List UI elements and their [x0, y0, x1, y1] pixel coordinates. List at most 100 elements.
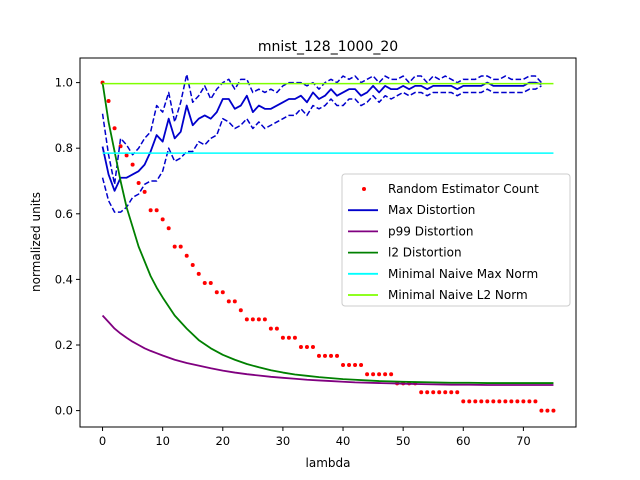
- point-random-estimator-count-40: [341, 363, 346, 368]
- point-random-estimator-count-35: [310, 344, 315, 349]
- point-random-estimator-count-16: [196, 271, 201, 276]
- point-random-estimator-count-62: [473, 399, 478, 404]
- point-random-estimator-count-17: [202, 281, 207, 286]
- legend-label-random-estimator-count: Random Estimator Count: [388, 182, 539, 196]
- legend-entries: Random Estimator Count Max Distortion p99 …: [348, 182, 539, 302]
- point-random-estimator-count-54: [425, 390, 430, 395]
- point-random-estimator-count-14: [184, 253, 189, 258]
- point-random-estimator-count-46: [377, 372, 382, 377]
- x-tick-label-6: 60: [456, 434, 471, 448]
- point-random-estimator-count-2: [112, 126, 117, 131]
- point-random-estimator-count-65: [491, 399, 496, 404]
- point-random-estimator-count-75: [551, 408, 556, 413]
- point-random-estimator-count-61: [467, 399, 472, 404]
- point-random-estimator-count-29: [274, 326, 279, 331]
- x-tick-label-3: 30: [276, 434, 291, 448]
- point-random-estimator-count-15: [190, 262, 195, 267]
- point-random-estimator-count-24: [244, 317, 249, 322]
- point-random-estimator-count-9: [154, 208, 159, 213]
- plot-series: [100, 73, 556, 413]
- point-random-estimator-count-30: [280, 335, 285, 340]
- legend-label-minimal-naive-l2-norm: Minimal Naive L2 Norm: [388, 288, 528, 302]
- point-random-estimator-count-72: [533, 399, 538, 404]
- point-random-estimator-count-32: [292, 335, 297, 340]
- x-tick-label-1: 10: [155, 434, 170, 448]
- point-random-estimator-count-25: [250, 317, 255, 322]
- point-random-estimator-count-42: [353, 363, 358, 368]
- legend-label-l2-distortion: l2 Distortion: [388, 246, 462, 260]
- point-random-estimator-count-20: [220, 290, 225, 295]
- point-random-estimator-count-10: [160, 217, 165, 222]
- point-random-estimator-count-31: [286, 335, 291, 340]
- point-random-estimator-count-11: [166, 226, 171, 231]
- legend-marker-random-estimator-count: [362, 187, 366, 191]
- point-random-estimator-count-7: [142, 189, 147, 194]
- x-tick-label-4: 40: [336, 434, 351, 448]
- series-line-p99-distortion: [101, 314, 554, 386]
- y-axis-label: normalized units: [29, 192, 43, 292]
- x-tick-label-5: 50: [396, 434, 411, 448]
- legend-label-minimal-naive-max-norm: Minimal Naive Max Norm: [388, 267, 538, 281]
- y-tick-label-5: 1.0: [55, 76, 73, 90]
- point-random-estimator-count-60: [461, 399, 466, 404]
- point-random-estimator-count-66: [497, 399, 502, 404]
- y-tick-label-1: 0.2: [55, 338, 73, 352]
- point-random-estimator-count-33: [298, 344, 303, 349]
- point-random-estimator-count-1: [106, 98, 111, 103]
- point-random-estimator-count-38: [329, 353, 334, 358]
- point-random-estimator-count-34: [304, 344, 309, 349]
- y-ticks: 0.0 0.2 0.4 0.6 0.8 1.0: [55, 76, 80, 418]
- y-tick-label-0: 0.0: [55, 404, 73, 418]
- point-random-estimator-count-58: [449, 390, 454, 395]
- point-random-estimator-count-67: [503, 399, 508, 404]
- point-random-estimator-count-63: [479, 399, 484, 404]
- point-random-estimator-count-69: [515, 399, 520, 404]
- point-random-estimator-count-23: [238, 308, 243, 313]
- series-line-max-distortion: [101, 81, 542, 192]
- point-random-estimator-count-59: [455, 390, 460, 395]
- point-random-estimator-count-44: [365, 372, 370, 377]
- x-tick-label-2: 20: [215, 434, 230, 448]
- point-random-estimator-count-28: [268, 326, 273, 331]
- point-random-estimator-count-70: [521, 399, 526, 404]
- point-random-estimator-count-37: [322, 353, 327, 358]
- point-random-estimator-count-13: [178, 244, 183, 249]
- point-random-estimator-count-22: [232, 299, 237, 304]
- point-random-estimator-count-73: [539, 408, 544, 413]
- x-axis-label: lambda: [306, 456, 351, 470]
- point-random-estimator-count-74: [545, 408, 550, 413]
- point-random-estimator-count-21: [226, 299, 231, 304]
- point-random-estimator-count-27: [262, 317, 267, 322]
- x-tick-label-0: 0: [99, 434, 106, 448]
- plot-frame: [79, 57, 577, 428]
- legend-label-p99-distortion: p99 Distortion: [388, 224, 474, 238]
- y-tick-label-2: 0.4: [55, 272, 73, 286]
- y-tick-label-3: 0.6: [55, 207, 73, 221]
- point-random-estimator-count-55: [431, 390, 436, 395]
- series-line-l2-distortion: [101, 82, 554, 384]
- point-random-estimator-count-56: [437, 390, 442, 395]
- point-random-estimator-count-4: [124, 153, 129, 158]
- point-random-estimator-count-18: [208, 281, 213, 286]
- point-random-estimator-count-39: [335, 353, 340, 358]
- point-random-estimator-count-68: [509, 399, 514, 404]
- legend: Random Estimator Count Max Distortion p99 …: [341, 173, 571, 307]
- legend-box: [341, 173, 571, 307]
- point-random-estimator-count-57: [443, 390, 448, 395]
- point-random-estimator-count-48: [389, 372, 394, 377]
- point-random-estimator-count-53: [419, 390, 424, 395]
- x-ticks: 0 10 20 30 40 50 60 70: [99, 427, 531, 448]
- point-random-estimator-count-47: [383, 372, 388, 377]
- series-line-max-distortion-lower: [101, 85, 542, 213]
- point-random-estimator-count-64: [485, 399, 490, 404]
- point-random-estimator-count-45: [371, 372, 376, 377]
- point-random-estimator-count-36: [316, 353, 321, 358]
- point-random-estimator-count-12: [172, 244, 177, 249]
- chart-title: mnist_128_1000_20: [258, 39, 398, 55]
- point-random-estimator-count-5: [130, 162, 135, 167]
- point-random-estimator-count-26: [256, 317, 261, 322]
- point-random-estimator-count-8: [148, 208, 153, 213]
- y-tick-label-4: 0.8: [55, 141, 73, 155]
- point-random-estimator-count-71: [527, 399, 532, 404]
